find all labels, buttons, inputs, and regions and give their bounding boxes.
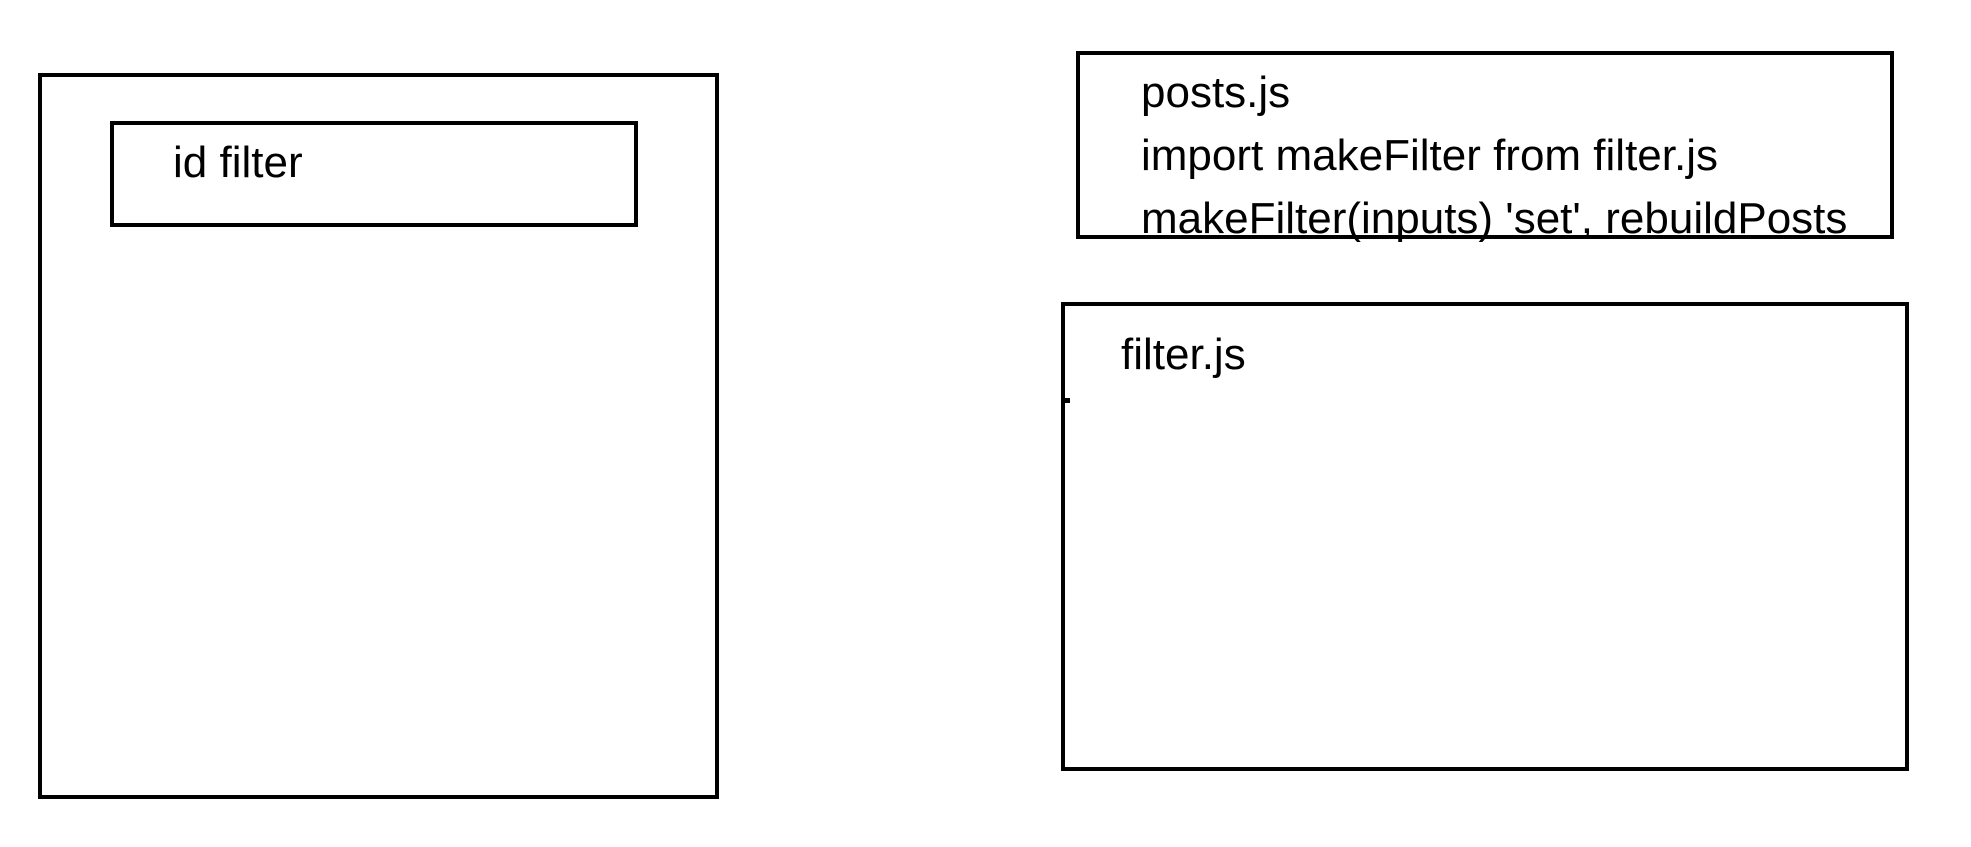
- posts-module-filename: posts.js: [1141, 68, 1291, 117]
- id-filter-label: id filter: [173, 138, 303, 187]
- filter-module-box: [1061, 302, 1909, 771]
- edge-tick-mark: [1062, 398, 1070, 403]
- posts-call-line: makeFilter(inputs) 'set', rebuildPosts: [1141, 194, 1848, 243]
- filter-module-filename: filter.js: [1121, 330, 1246, 379]
- posts-import-line: import makeFilter from filter.js: [1141, 131, 1718, 180]
- posts-module-box: [1076, 51, 1894, 239]
- id-filter-box: [110, 121, 638, 227]
